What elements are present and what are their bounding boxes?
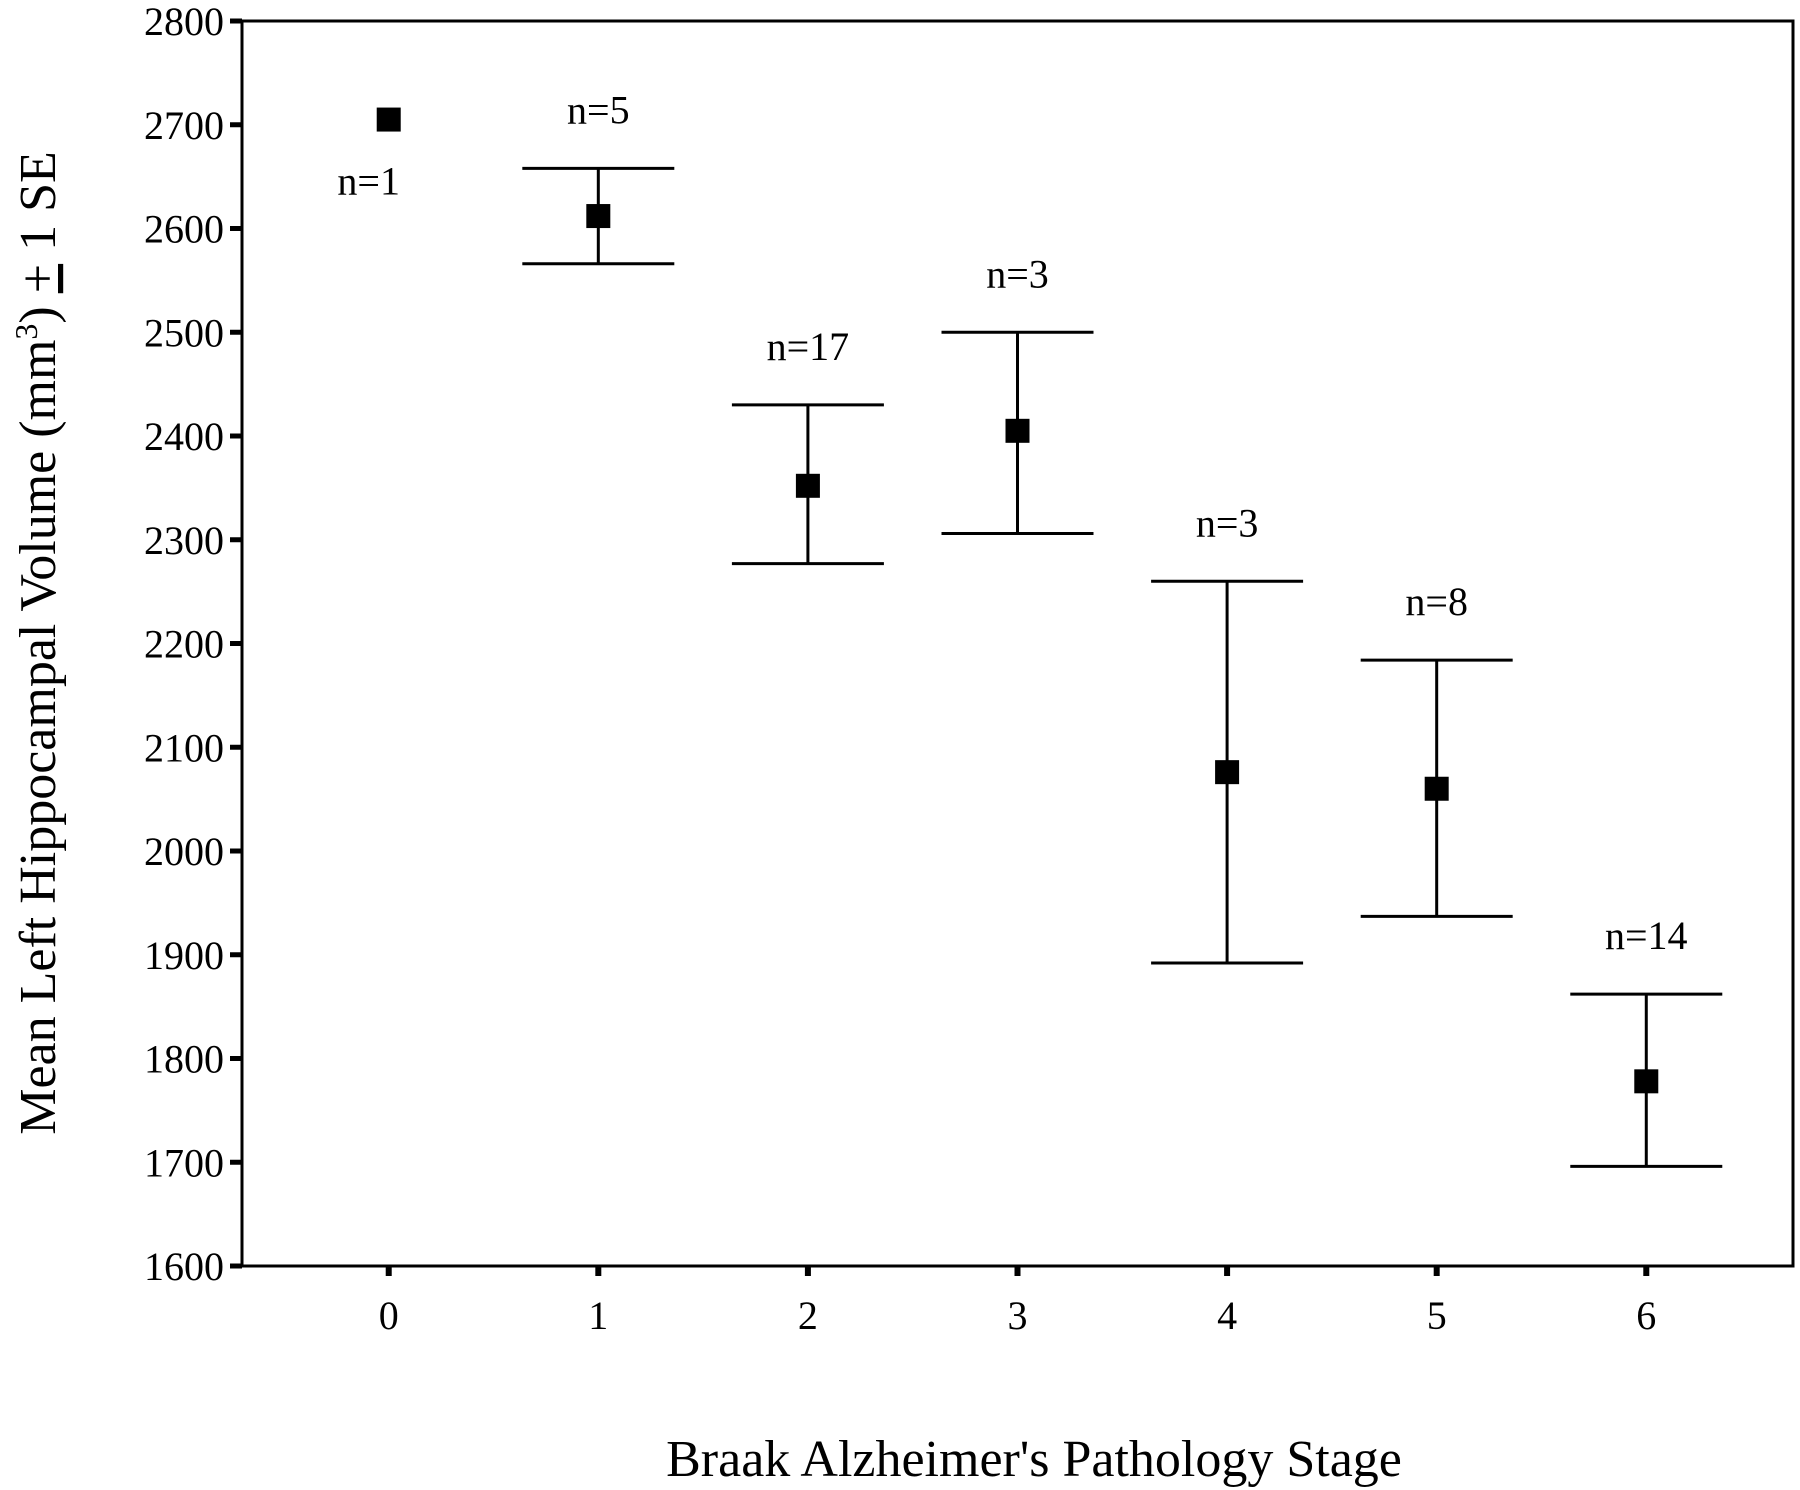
y-tick-label: 1700 <box>144 1140 224 1185</box>
y-tick-label: 2000 <box>144 829 224 874</box>
y-tick-label: 2600 <box>144 207 224 252</box>
n-label: n=1 <box>337 159 400 204</box>
y-axis-title-end: 1 SE <box>10 151 67 264</box>
y-tick-label: 2700 <box>144 103 224 148</box>
y-axis-title: Mean Left Hippocampal Volume (mm3) + 1 S… <box>8 151 67 1135</box>
y-tick-label: 2800 <box>144 0 224 44</box>
n-label: n=3 <box>986 251 1049 296</box>
x-tick-label: 6 <box>1636 1293 1656 1338</box>
x-axis: 0 1 2 3 4 5 6 <box>379 1266 1656 1338</box>
x-tick-label: 5 <box>1427 1293 1447 1338</box>
mean-marker <box>795 473 820 498</box>
mean-marker <box>1215 760 1240 785</box>
x-tick-label: 1 <box>588 1293 608 1338</box>
y-tick-label: 2300 <box>144 518 224 563</box>
x-axis-title: Braak Alzheimer's Pathology Stage <box>666 1431 1402 1488</box>
n-label: n=3 <box>1196 500 1259 545</box>
data-markers <box>376 107 1659 1094</box>
y-tick-label: 2100 <box>144 725 224 770</box>
n-label: n=8 <box>1405 579 1468 624</box>
y-axis-title-superscript: 3 <box>8 324 44 340</box>
y-tick-label: 2400 <box>144 414 224 459</box>
y-tick-label: 2200 <box>144 622 224 667</box>
y-tick-label: 1600 <box>144 1244 224 1289</box>
y-axis-title-main: Mean Left Hippocampal Volume (mm <box>10 340 67 1135</box>
mean-marker <box>586 204 611 229</box>
y-tick-label: 2500 <box>144 310 224 355</box>
x-tick-label: 2 <box>798 1293 818 1338</box>
mean-marker <box>1005 418 1030 443</box>
mean-marker <box>1424 776 1449 801</box>
y-tick-label: 1800 <box>144 1037 224 1082</box>
x-tick-label: 4 <box>1217 1293 1237 1338</box>
x-tick-label: 3 <box>1008 1293 1028 1338</box>
n-label: n=14 <box>1605 913 1688 958</box>
x-tick-label: 0 <box>379 1293 399 1338</box>
plot-frame <box>240 19 1795 1268</box>
n-label: n=17 <box>767 324 850 369</box>
mean-marker <box>1634 1069 1659 1094</box>
sample-size-labels: n=1 n=5 n=17 n=3 n=3 n=8 n=14 <box>337 87 1687 958</box>
y-axis-title-close: ) <box>10 293 67 323</box>
y-axis: 1600 1700 1800 1900 2000 2100 2200 2300 2400 2500… <box>144 0 242 1289</box>
mean-marker <box>376 107 401 132</box>
y-axis-title-plusminus: + <box>10 264 67 293</box>
error-bars <box>522 166 1723 1168</box>
n-label: n=5 <box>567 87 630 132</box>
y-tick-label: 1900 <box>144 933 224 978</box>
